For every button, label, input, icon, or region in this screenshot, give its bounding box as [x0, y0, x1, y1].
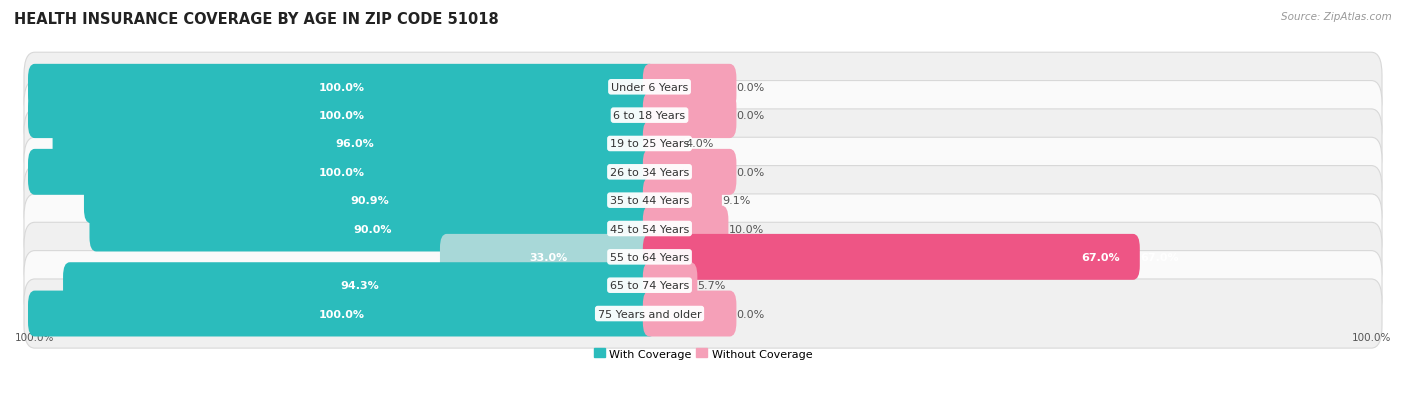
FancyBboxPatch shape — [28, 291, 657, 337]
FancyBboxPatch shape — [643, 121, 685, 167]
Text: 0.0%: 0.0% — [737, 83, 765, 93]
Text: 67.0%: 67.0% — [1081, 252, 1119, 262]
FancyBboxPatch shape — [24, 223, 1382, 292]
Text: 19 to 25 Years: 19 to 25 Years — [610, 139, 689, 149]
Text: 10.0%: 10.0% — [728, 224, 763, 234]
FancyBboxPatch shape — [24, 81, 1382, 150]
FancyBboxPatch shape — [643, 291, 737, 337]
Text: 35 to 44 Years: 35 to 44 Years — [610, 196, 689, 206]
FancyBboxPatch shape — [24, 166, 1382, 235]
Text: 100.0%: 100.0% — [319, 83, 366, 93]
Text: 96.0%: 96.0% — [335, 139, 374, 149]
Text: 0.0%: 0.0% — [737, 111, 765, 121]
Text: 6 to 18 Years: 6 to 18 Years — [613, 111, 686, 121]
FancyBboxPatch shape — [90, 206, 657, 252]
Text: 9.1%: 9.1% — [721, 196, 751, 206]
FancyBboxPatch shape — [643, 93, 737, 139]
FancyBboxPatch shape — [24, 109, 1382, 179]
FancyBboxPatch shape — [24, 53, 1382, 122]
Text: Source: ZipAtlas.com: Source: ZipAtlas.com — [1281, 12, 1392, 22]
FancyBboxPatch shape — [28, 150, 657, 195]
Text: 55 to 64 Years: 55 to 64 Years — [610, 252, 689, 262]
Legend: With Coverage, Without Coverage: With Coverage, Without Coverage — [589, 344, 817, 363]
Text: 90.9%: 90.9% — [350, 196, 389, 206]
FancyBboxPatch shape — [440, 234, 657, 280]
Text: 100.0%: 100.0% — [319, 309, 366, 319]
Text: 100.0%: 100.0% — [319, 111, 366, 121]
FancyBboxPatch shape — [28, 65, 657, 111]
Text: 0.0%: 0.0% — [737, 167, 765, 178]
Text: 0.0%: 0.0% — [737, 309, 765, 319]
Text: 75 Years and older: 75 Years and older — [598, 309, 702, 319]
FancyBboxPatch shape — [24, 279, 1382, 348]
FancyBboxPatch shape — [24, 138, 1382, 207]
FancyBboxPatch shape — [28, 93, 657, 139]
Text: 65 to 74 Years: 65 to 74 Years — [610, 280, 689, 290]
Text: Under 6 Years: Under 6 Years — [612, 83, 688, 93]
FancyBboxPatch shape — [643, 65, 737, 111]
Text: 94.3%: 94.3% — [340, 280, 380, 290]
FancyBboxPatch shape — [52, 121, 657, 167]
FancyBboxPatch shape — [643, 234, 1140, 280]
Text: 33.0%: 33.0% — [529, 252, 567, 262]
FancyBboxPatch shape — [643, 206, 728, 252]
FancyBboxPatch shape — [84, 178, 657, 223]
FancyBboxPatch shape — [24, 251, 1382, 320]
Text: 90.0%: 90.0% — [353, 224, 392, 234]
Text: HEALTH INSURANCE COVERAGE BY AGE IN ZIP CODE 51018: HEALTH INSURANCE COVERAGE BY AGE IN ZIP … — [14, 12, 499, 27]
Text: 45 to 54 Years: 45 to 54 Years — [610, 224, 689, 234]
FancyBboxPatch shape — [24, 195, 1382, 263]
FancyBboxPatch shape — [643, 263, 697, 309]
Text: 67.0%: 67.0% — [1140, 252, 1178, 262]
FancyBboxPatch shape — [643, 178, 721, 223]
Text: 100.0%: 100.0% — [319, 167, 366, 178]
FancyBboxPatch shape — [63, 263, 657, 309]
Text: 26 to 34 Years: 26 to 34 Years — [610, 167, 689, 178]
FancyBboxPatch shape — [643, 150, 737, 195]
Text: 5.7%: 5.7% — [697, 280, 725, 290]
Text: 4.0%: 4.0% — [685, 139, 713, 149]
